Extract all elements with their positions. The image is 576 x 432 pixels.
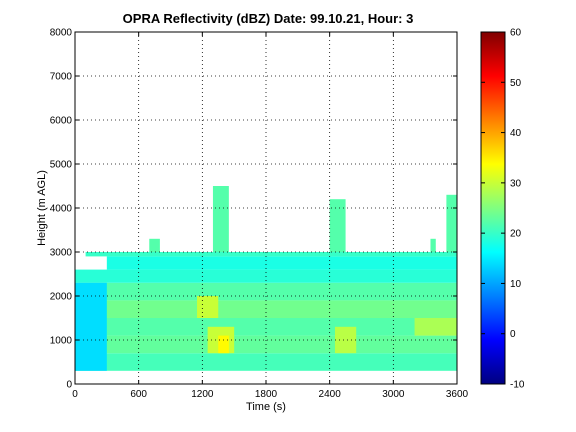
reflectivity-feature-10 [149,238,160,252]
reflectivity-layer-0 [75,353,457,371]
colorbar-scale [480,31,506,385]
y-tick-label-1: 1000 [50,336,73,347]
x-tick-label-5: 3000 [382,389,405,400]
colorbar-tick-label-7: 60 [510,28,522,39]
chart-title: OPRA Reflectivity (dBZ) Date: 99.10.21, … [123,11,414,26]
x-tick-label-3: 1800 [255,389,278,400]
x-tick-label-2: 1200 [191,389,214,400]
colorbar-tick-label-0: -10 [510,380,525,391]
colorbar-tick-label-1: 0 [510,329,516,340]
reflectivity-feature-4 [334,326,357,354]
colorbar-tick-label-2: 10 [510,279,522,290]
x-tick-label-1: 600 [130,389,147,400]
y-tick-label-3: 3000 [50,248,73,259]
reflectivity-layer-6 [106,256,457,270]
x-axis-ticks: 0 600 1200 1800 2400 3000 3600 [72,32,469,400]
colorbar: -10 0 10 20 30 40 50 60 [480,28,525,391]
heatmap-plot [75,186,457,371]
reflectivity-feature-5 [414,318,457,336]
y-tick-label-7: 7000 [50,72,73,83]
y-tick-label-6: 6000 [50,116,73,127]
reflectivity-feature-6 [212,186,229,252]
reflectivity-feature-9 [430,238,436,252]
y-tick-label-8: 8000 [50,28,73,39]
reflectivity-layer-2 [75,318,457,336]
colorbar-tick-label-3: 20 [510,229,522,240]
y-tick-label-2: 2000 [50,292,73,303]
reflectivity-layer-3 [75,300,457,318]
y-tick-label-4: 4000 [50,204,73,215]
x-axis-label: Time (s) [246,401,286,413]
colorbar-tick-label-5: 40 [510,128,522,139]
x-tick-label-4: 2400 [319,389,342,400]
x-tick-label-6: 3600 [446,389,469,400]
reflectivity-feature-2 [218,335,229,354]
y-axis-label: Height (m AGL) [36,170,48,246]
reflectivity-feature-3 [197,296,219,318]
x-tick-label-0: 0 [72,389,78,400]
y-tick-label-0: 0 [66,380,72,391]
y-tick-label-5: 5000 [50,160,73,171]
reflectivity-feature-0 [75,282,107,371]
reflectivity-layer-4 [75,282,457,301]
y-axis-ticks: 0 1000 2000 3000 4000 5000 6000 7000 8000 [50,28,457,391]
grid-lines [75,32,457,384]
colorbar-tick-label-6: 50 [510,78,522,89]
reflectivity-feature-7 [329,199,346,252]
colorbar-tick-label-4: 30 [510,178,522,189]
reflectivity-feature-8 [446,194,457,252]
reflectivity-layer-7 [85,252,457,257]
